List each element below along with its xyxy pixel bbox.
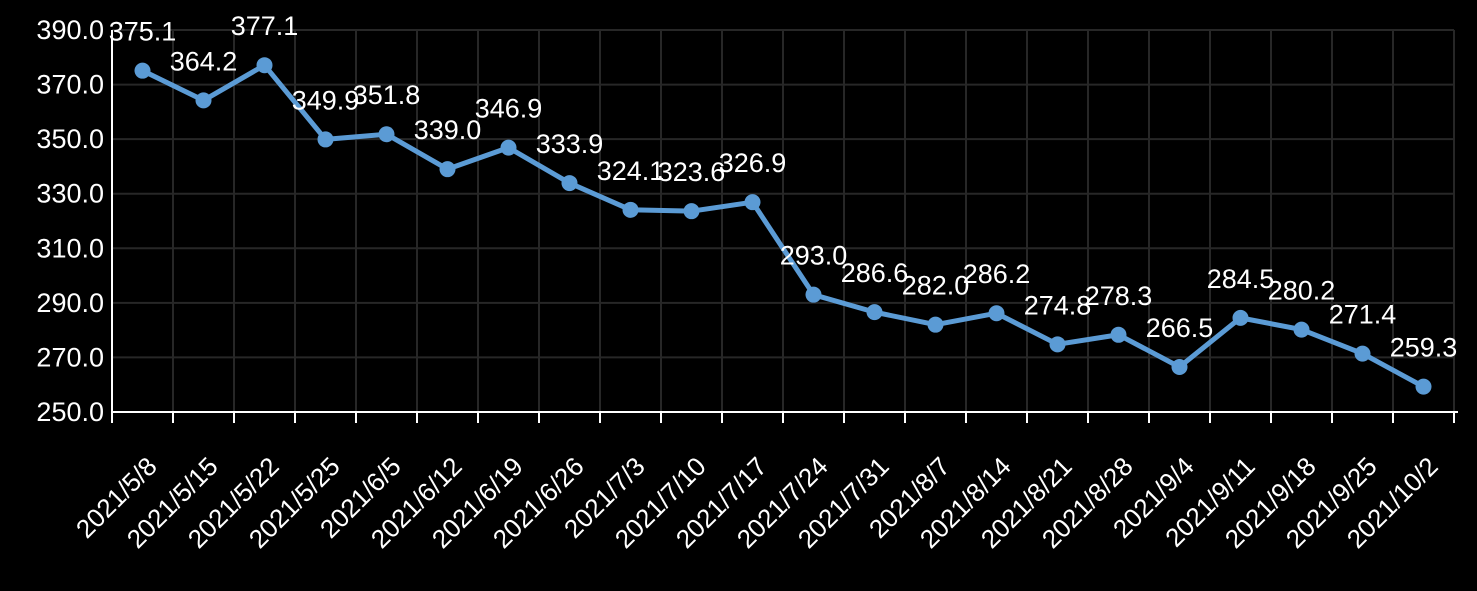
data-point-label: 346.9 bbox=[475, 94, 543, 124]
data-point-label: 364.2 bbox=[170, 46, 238, 76]
data-point-label: 271.4 bbox=[1329, 300, 1397, 330]
data-point-marker bbox=[195, 92, 212, 109]
data-point-label: 282.0 bbox=[902, 271, 970, 301]
data-point-marker bbox=[1171, 358, 1188, 375]
y-tick-label: 290.0 bbox=[36, 288, 104, 318]
data-point-label: 286.2 bbox=[963, 259, 1031, 289]
data-point-marker bbox=[1232, 309, 1249, 326]
data-point-marker bbox=[744, 194, 761, 211]
data-point-marker bbox=[500, 139, 517, 156]
data-point-marker bbox=[317, 131, 334, 148]
data-point-label: 274.8 bbox=[1024, 290, 1092, 320]
data-point-marker bbox=[988, 305, 1005, 322]
y-tick-label: 250.0 bbox=[36, 397, 104, 427]
data-point-label: 293.0 bbox=[780, 241, 848, 271]
data-point-marker bbox=[1110, 326, 1127, 343]
data-point-label: 324.1 bbox=[597, 156, 665, 186]
data-point-marker bbox=[134, 62, 151, 79]
data-point-marker bbox=[1354, 345, 1371, 362]
data-point-label: 280.2 bbox=[1268, 276, 1336, 306]
data-point-marker bbox=[927, 316, 944, 333]
y-tick-label: 310.0 bbox=[36, 233, 104, 263]
data-point-marker bbox=[1415, 378, 1432, 395]
data-point-label: 375.1 bbox=[109, 17, 177, 47]
data-point-label: 266.5 bbox=[1146, 313, 1214, 343]
data-point-label: 323.6 bbox=[658, 157, 726, 187]
data-point-marker bbox=[683, 203, 700, 220]
data-point-label: 286.6 bbox=[841, 258, 909, 288]
y-tick-label: 350.0 bbox=[36, 124, 104, 154]
data-point-label: 351.8 bbox=[353, 80, 421, 110]
data-point-marker bbox=[805, 286, 822, 303]
data-point-label: 339.0 bbox=[414, 115, 482, 145]
y-tick-label: 330.0 bbox=[36, 179, 104, 209]
data-point-marker bbox=[1293, 321, 1310, 338]
data-point-label: 326.9 bbox=[719, 148, 787, 178]
data-point-marker bbox=[1049, 336, 1066, 353]
data-point-marker bbox=[378, 126, 395, 143]
data-point-marker bbox=[439, 161, 456, 178]
y-tick-label: 270.0 bbox=[36, 342, 104, 372]
data-point-label: 333.9 bbox=[536, 129, 604, 159]
data-point-label: 284.5 bbox=[1207, 264, 1275, 294]
y-tick-label: 390.0 bbox=[36, 15, 104, 45]
data-point-label: 259.3 bbox=[1390, 333, 1458, 363]
data-point-marker bbox=[622, 201, 639, 218]
data-point-label: 377.1 bbox=[231, 11, 299, 41]
data-point-label: 278.3 bbox=[1085, 281, 1153, 311]
data-point-marker bbox=[561, 175, 578, 192]
data-point-marker bbox=[256, 57, 273, 74]
series-line bbox=[140, 62, 1426, 390]
data-point-marker bbox=[866, 304, 883, 321]
y-tick-label: 370.0 bbox=[36, 70, 104, 100]
data-point-label: 349.9 bbox=[292, 85, 360, 115]
